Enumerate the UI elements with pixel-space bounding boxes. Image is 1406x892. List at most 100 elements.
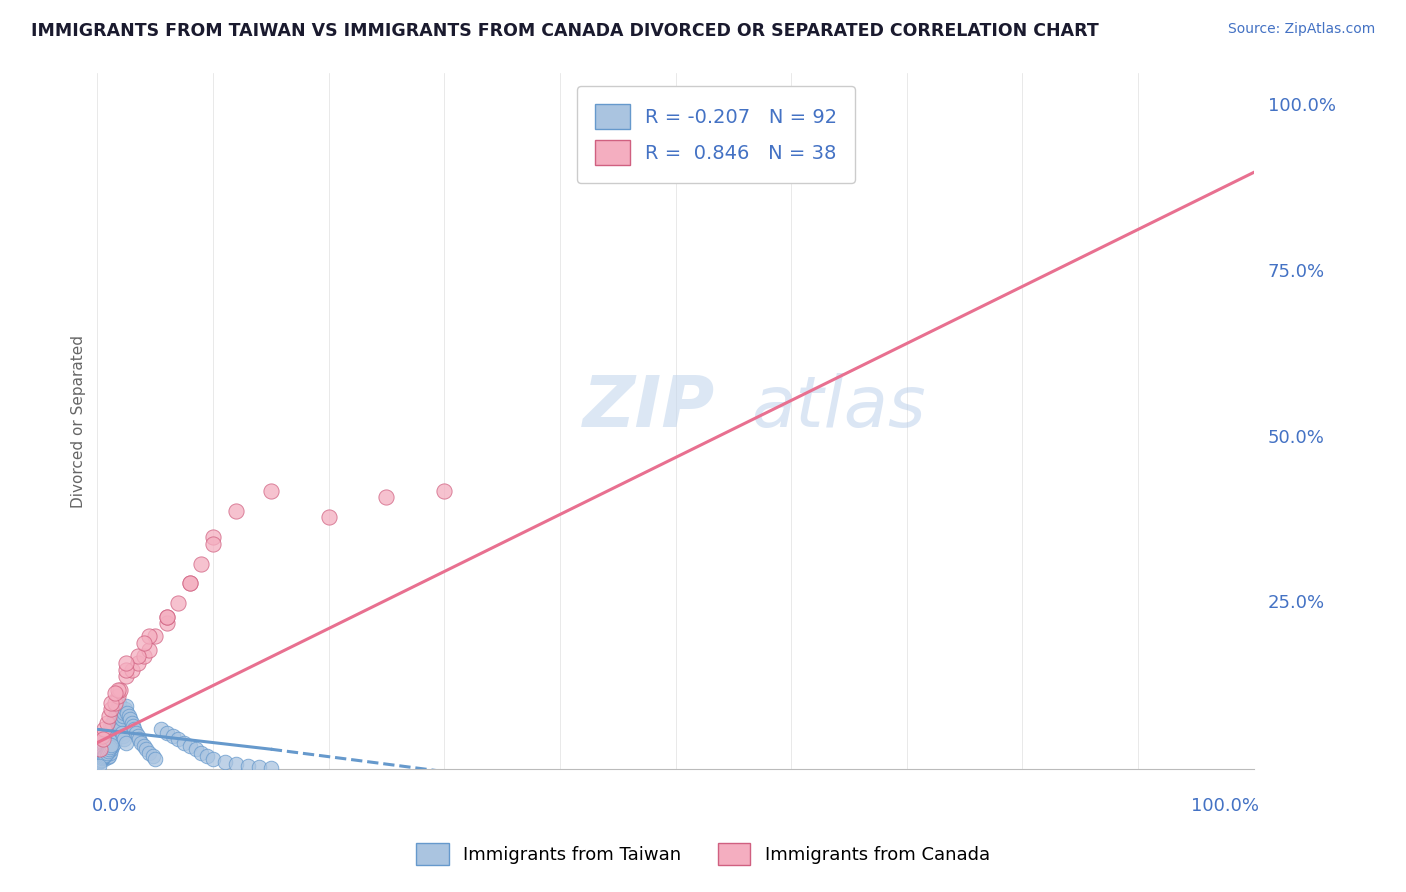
Point xyxy=(93,752,115,766)
Point xyxy=(98,719,121,733)
Text: atlas: atlas xyxy=(751,373,925,442)
Point xyxy=(111,729,134,743)
Point xyxy=(117,709,139,723)
Legend: Immigrants from Taiwan, Immigrants from Canada: Immigrants from Taiwan, Immigrants from … xyxy=(409,836,997,872)
Point xyxy=(97,709,120,723)
Point xyxy=(124,723,146,737)
Point xyxy=(318,510,340,524)
Point xyxy=(115,669,138,683)
Point xyxy=(225,756,247,771)
Point xyxy=(201,537,224,551)
Point xyxy=(118,712,141,726)
Text: 100.0%: 100.0% xyxy=(1268,97,1336,115)
Point xyxy=(132,649,155,664)
Point xyxy=(260,761,283,775)
Point xyxy=(97,748,120,763)
Point xyxy=(127,729,149,743)
Point xyxy=(104,686,127,700)
Point xyxy=(104,729,127,743)
Point xyxy=(87,756,110,770)
Text: Source: ZipAtlas.com: Source: ZipAtlas.com xyxy=(1227,22,1375,37)
Point xyxy=(122,719,145,733)
Point xyxy=(96,747,118,762)
Point xyxy=(132,739,155,753)
Point xyxy=(143,752,166,766)
Point xyxy=(97,725,120,739)
Y-axis label: Divorced or Separated: Divorced or Separated xyxy=(72,334,86,508)
Point xyxy=(94,734,117,748)
Point xyxy=(94,750,117,764)
Point xyxy=(179,739,201,753)
Point xyxy=(111,725,134,739)
Point xyxy=(149,723,172,737)
Point xyxy=(101,715,124,730)
Point xyxy=(375,490,398,504)
Point xyxy=(195,748,218,763)
Point xyxy=(93,723,115,737)
Point xyxy=(96,737,118,751)
Point xyxy=(108,719,131,733)
Point xyxy=(156,725,179,739)
Point xyxy=(167,596,190,610)
Point xyxy=(91,739,114,753)
Point xyxy=(156,609,179,624)
Point xyxy=(201,530,224,544)
Point xyxy=(97,750,120,764)
Point xyxy=(91,732,114,747)
Point xyxy=(190,557,212,571)
Point xyxy=(173,735,195,749)
Point xyxy=(94,747,117,762)
Point xyxy=(201,752,224,766)
Point xyxy=(156,616,179,631)
Point xyxy=(100,723,122,737)
Point xyxy=(93,748,115,763)
Point xyxy=(97,742,120,756)
Point xyxy=(97,739,120,753)
Point xyxy=(90,748,112,763)
Point xyxy=(96,715,118,730)
Point xyxy=(89,742,111,756)
Point xyxy=(214,756,236,770)
Point xyxy=(179,576,201,591)
Text: 75.0%: 75.0% xyxy=(1268,263,1324,281)
Point xyxy=(91,748,114,763)
Point xyxy=(101,739,124,753)
Point xyxy=(104,706,127,720)
Point xyxy=(90,753,112,767)
Point xyxy=(115,656,138,670)
Point xyxy=(87,758,110,772)
Point xyxy=(103,735,125,749)
Point xyxy=(107,723,129,737)
Point xyxy=(129,735,152,749)
Point xyxy=(104,696,127,710)
Point xyxy=(103,712,125,726)
Text: IMMIGRANTS FROM TAIWAN VS IMMIGRANTS FROM CANADA DIVORCED OR SEPARATED CORRELATI: IMMIGRANTS FROM TAIWAN VS IMMIGRANTS FRO… xyxy=(31,22,1098,40)
Point xyxy=(127,649,149,664)
Point xyxy=(100,742,122,756)
Point xyxy=(110,682,132,697)
Point xyxy=(167,732,190,747)
Point xyxy=(135,742,157,756)
Point xyxy=(142,748,165,763)
Point xyxy=(107,689,129,703)
Point xyxy=(91,735,114,749)
Point xyxy=(100,696,122,710)
Point xyxy=(138,630,160,644)
Point xyxy=(128,732,150,747)
Point xyxy=(121,663,143,677)
Point xyxy=(93,732,115,747)
Point xyxy=(100,738,122,752)
Point xyxy=(138,642,160,657)
Point xyxy=(108,696,131,710)
Point xyxy=(247,760,270,774)
Point xyxy=(260,483,283,498)
Point xyxy=(121,715,143,730)
Point xyxy=(107,699,129,714)
Text: ZIP: ZIP xyxy=(583,373,716,442)
Point xyxy=(98,746,121,760)
Point xyxy=(225,503,247,517)
Point xyxy=(162,729,184,743)
Point xyxy=(98,740,121,755)
Point xyxy=(105,725,128,739)
Point xyxy=(132,636,155,650)
